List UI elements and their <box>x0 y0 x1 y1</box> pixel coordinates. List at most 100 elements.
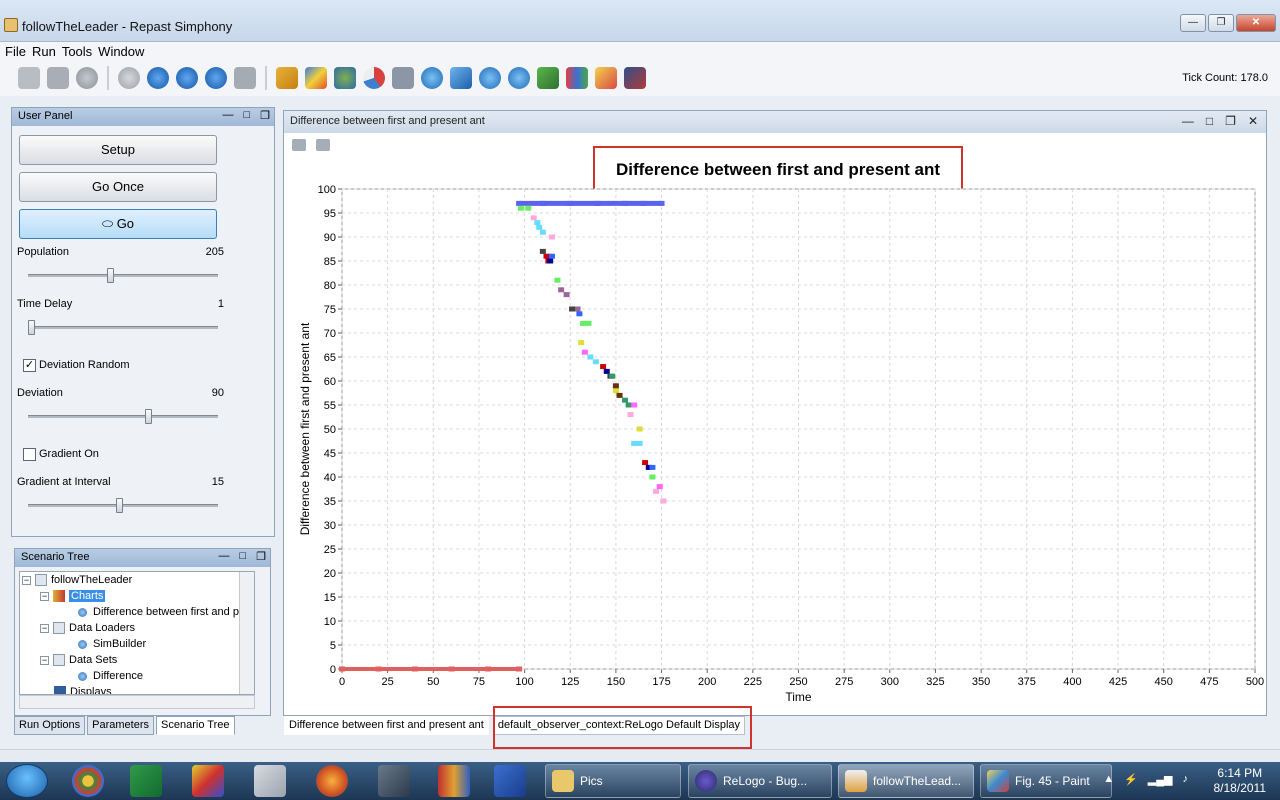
menu-file[interactable]: File <box>5 44 26 59</box>
camera-icon[interactable] <box>292 139 306 151</box>
close-icon[interactable]: ✕ <box>1247 114 1258 128</box>
scatter-chart: 0 25 50 75 100 125 150 175 200 225 250 275 300 325 350… <box>298 184 1264 704</box>
restore-icon[interactable]: ❐ <box>256 551 266 563</box>
time-delay-slider-thumb[interactable] <box>28 320 35 335</box>
export-icon[interactable] <box>316 139 330 151</box>
setup-button[interactable]: Setup <box>19 135 217 165</box>
taskbar-relogo[interactable]: ReLogo - Bug... <box>688 764 832 798</box>
word-icon[interactable] <box>494 765 526 797</box>
scissors-icon[interactable] <box>254 765 286 797</box>
tree-item-charts[interactable]: − Charts <box>40 590 106 603</box>
tree-item-data-loaders[interactable]: − Data Loaders <box>40 622 135 635</box>
menu-run[interactable]: Run <box>31 44 56 59</box>
database-icon[interactable] <box>76 67 98 89</box>
tree-horizontal-scrollbar[interactable] <box>19 695 255 709</box>
taskbar-paint[interactable]: Fig. 45 - Paint <box>980 764 1112 798</box>
maximize-icon[interactable]: □ <box>239 550 247 562</box>
pie-chart-icon[interactable] <box>363 67 385 89</box>
stop-icon[interactable] <box>205 67 227 89</box>
restore-icon[interactable]: ❐ <box>1225 114 1236 128</box>
tree-item-simbuilder[interactable]: SimBuilder <box>78 638 146 650</box>
x-tick-label: 325 <box>926 676 944 688</box>
reset-icon[interactable] <box>234 67 256 89</box>
network-icon[interactable] <box>479 67 501 89</box>
restore-icon[interactable]: ❐ <box>260 110 270 122</box>
bar-chart-icon[interactable] <box>566 67 588 89</box>
power-icon[interactable] <box>118 67 140 89</box>
tree-item-difference[interactable]: Difference <box>78 670 143 682</box>
show-hidden-icon[interactable]: ▲ <box>1103 773 1115 785</box>
tab-relogo-display[interactable]: default_observer_context:ReLogo Default … <box>492 716 746 735</box>
data-point <box>625 402 632 408</box>
agents-icon[interactable] <box>334 67 356 89</box>
gradient-on-checkbox[interactable] <box>23 448 36 461</box>
taskbar-followtheleader[interactable]: followTheLead... <box>838 764 974 798</box>
gradient-interval-slider-thumb[interactable] <box>115 498 123 513</box>
maximize-icon[interactable]: □ <box>1205 114 1214 128</box>
netlogo-icon[interactable] <box>192 765 224 797</box>
open-icon[interactable] <box>18 67 40 89</box>
tab-parameters[interactable]: Parameters <box>87 716 155 735</box>
go-button[interactable]: ⬭ Go <box>19 209 217 239</box>
image-icon[interactable] <box>537 67 559 89</box>
taskbar-pics[interactable]: Pics <box>545 764 681 798</box>
minimize-icon[interactable]: — <box>222 109 234 121</box>
population-slider-thumb[interactable] <box>106 268 114 283</box>
power-plug-icon[interactable]: ⚡ <box>1124 774 1138 786</box>
deviation-slider[interactable] <box>28 409 218 424</box>
menu-window[interactable]: Window <box>98 44 145 59</box>
deviation-slider-thumb[interactable] <box>145 409 153 424</box>
search-icon[interactable] <box>450 67 472 89</box>
close-icon[interactable]: ✕ <box>1236 14 1276 32</box>
bullet-icon <box>78 639 87 649</box>
paint-icon[interactable] <box>595 67 617 89</box>
data-point <box>339 666 345 672</box>
tab-chart-difference[interactable]: Difference between first and present ant <box>284 716 489 735</box>
population-slider[interactable] <box>28 268 218 283</box>
volume-icon[interactable]: ♪ <box>1182 773 1189 785</box>
chrome-icon[interactable] <box>72 765 104 797</box>
time-delay-slider[interactable] <box>28 320 218 335</box>
excel-icon[interactable] <box>130 765 162 797</box>
play-icon[interactable] <box>147 67 169 89</box>
gradient-interval-slider[interactable] <box>28 498 218 513</box>
tractor-icon[interactable] <box>624 67 646 89</box>
dropbox-icon[interactable] <box>378 765 410 797</box>
taskbar-label: ReLogo - Bug... <box>723 774 808 788</box>
y-tick-label: 0 <box>330 664 336 676</box>
collapse-icon[interactable]: − <box>22 574 31 585</box>
tree-item-displays[interactable]: Displays <box>54 686 112 694</box>
signal-icon[interactable]: ▂▄▆ <box>1147 774 1173 786</box>
step-icon[interactable] <box>176 67 198 89</box>
collapse-icon[interactable]: − <box>40 590 49 601</box>
calculator-icon[interactable] <box>392 67 414 89</box>
chart-line-icon[interactable] <box>276 67 298 89</box>
tree-item-data-sets[interactable]: − Data Sets <box>40 654 117 667</box>
tree-item-chart-difference[interactable]: Difference between first and present ant <box>78 606 254 618</box>
chart-panel: Difference between first and present ant… <box>283 110 1267 716</box>
tree-vertical-scrollbar[interactable] <box>239 572 254 694</box>
tab-scenario-tree[interactable]: Scenario Tree <box>156 716 235 735</box>
toolbar-separator <box>265 66 267 90</box>
minimize-icon[interactable]: — <box>1181 114 1194 128</box>
collapse-icon[interactable]: − <box>40 654 49 665</box>
deviation-random-checkbox[interactable]: ✓ <box>23 359 36 372</box>
globe-icon[interactable] <box>421 67 443 89</box>
start-button[interactable] <box>6 764 48 798</box>
minimize-icon[interactable]: — <box>218 550 230 562</box>
menu-tools[interactable]: Tools <box>61 44 93 59</box>
minimize-icon[interactable]: — <box>1180 14 1206 32</box>
save-icon[interactable] <box>47 67 69 89</box>
data-point <box>631 402 638 408</box>
go-once-button[interactable]: Go Once <box>19 172 217 202</box>
grid-icon[interactable] <box>305 67 327 89</box>
clock[interactable]: 6:14 PM 8/18/2011 <box>1214 766 1267 796</box>
tree-item-root[interactable]: − followTheLeader <box>22 574 132 587</box>
world-icon[interactable] <box>508 67 530 89</box>
restore-icon[interactable]: ❐ <box>1208 14 1234 32</box>
tab-run-options[interactable]: Run Options <box>14 716 86 735</box>
maximize-icon[interactable]: □ <box>243 109 251 121</box>
firefox-icon[interactable] <box>316 765 348 797</box>
collapse-icon[interactable]: − <box>40 622 49 633</box>
winrar-icon[interactable] <box>438 765 470 797</box>
